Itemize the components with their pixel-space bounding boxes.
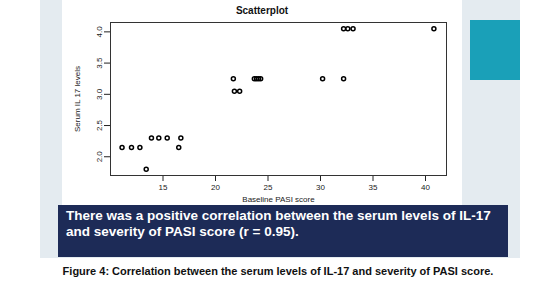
- svg-text:3.5: 3.5: [95, 57, 104, 69]
- svg-text:15: 15: [159, 183, 168, 192]
- svg-text:40: 40: [421, 183, 430, 192]
- svg-text:20: 20: [211, 183, 220, 192]
- html-text:Scatterplot: Scatterplot: [235, 5, 289, 16]
- svg-text:Baseline PASI score: Baseline PASI score: [242, 195, 315, 204]
- html-text:There was a positive correlati: There was a positive correlation between…: [66, 208, 491, 239]
- svg-text:35: 35: [369, 183, 378, 192]
- svg-text:2.5: 2.5: [95, 119, 104, 131]
- svg-text:30: 30: [316, 183, 325, 192]
- html-text:Figure 4: Correlation between: Figure 4: Correlation between the serum …: [62, 265, 494, 277]
- svg-text:25: 25: [264, 183, 273, 192]
- svg-text:3.0: 3.0: [95, 88, 104, 100]
- svg-text:2.0: 2.0: [95, 151, 104, 163]
- svg-text:4.0: 4.0: [95, 26, 104, 38]
- svg-text:Serum IL 17 levels: Serum IL 17 levels: [73, 66, 82, 132]
